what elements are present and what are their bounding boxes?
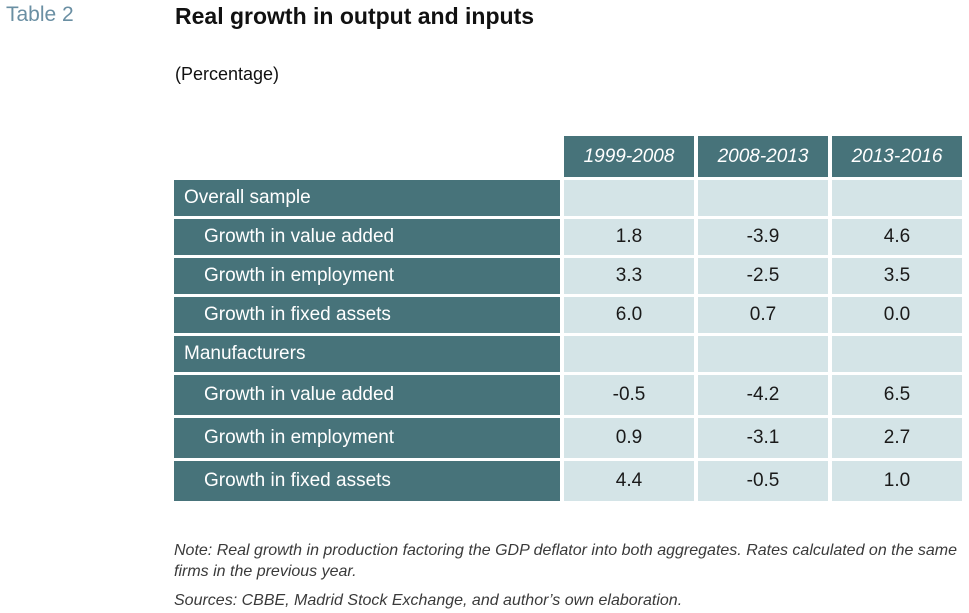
value-cell: -3.9 (698, 219, 828, 255)
value-cell: -0.5 (698, 461, 828, 501)
column-header: 1999-2008 (564, 136, 694, 177)
row-label: Growth in employment (174, 418, 560, 458)
column-header: 2013-2016 (832, 136, 962, 177)
header-corner (174, 136, 560, 177)
group-empty-cell (698, 180, 828, 216)
table-number-label: Table 2 (6, 3, 74, 26)
table-sources: Sources: CBBE, Madrid Stock Exchange, an… (174, 592, 683, 609)
group-empty-cell (564, 336, 694, 372)
row-label: Growth in value added (174, 219, 560, 255)
table-subtitle: (Percentage) (175, 64, 280, 84)
data-table: 1999-2008 2008-2013 2013-2016 Overall sa… (174, 136, 962, 501)
row-label: Growth in fixed assets (174, 461, 560, 501)
row-label: Growth in fixed assets (174, 297, 560, 333)
value-cell: 0.0 (832, 297, 962, 333)
group-label: Overall sample (174, 180, 560, 216)
value-cell: 3.5 (832, 258, 962, 294)
group-empty-cell (832, 336, 962, 372)
row-label: Growth in value added (174, 375, 560, 415)
value-cell: 1.8 (564, 219, 694, 255)
table-note: Note: Real growth in production factorin… (174, 542, 957, 580)
value-cell: 0.9 (564, 418, 694, 458)
value-cell: -4.2 (698, 375, 828, 415)
group-empty-cell (832, 180, 962, 216)
value-cell: 2.7 (832, 418, 962, 458)
table-title: Real growth in output and inputs (175, 3, 535, 29)
value-cell: 6.0 (564, 297, 694, 333)
value-cell: -3.1 (698, 418, 828, 458)
value-cell: 1.0 (832, 461, 962, 501)
group-empty-cell (564, 180, 694, 216)
value-cell: 0.7 (698, 297, 828, 333)
row-label: Growth in employment (174, 258, 560, 294)
value-cell: -2.5 (698, 258, 828, 294)
group-empty-cell (698, 336, 828, 372)
group-label: Manufacturers (174, 336, 560, 372)
value-cell: 6.5 (832, 375, 962, 415)
value-cell: 3.3 (564, 258, 694, 294)
value-cell: 4.4 (564, 461, 694, 501)
value-cell: -0.5 (564, 375, 694, 415)
column-header: 2008-2013 (698, 136, 828, 177)
value-cell: 4.6 (832, 219, 962, 255)
